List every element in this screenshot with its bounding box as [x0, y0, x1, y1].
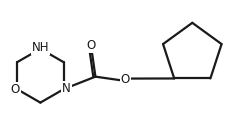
Text: O: O	[10, 83, 20, 96]
Text: N: N	[62, 82, 71, 95]
Text: NH: NH	[32, 41, 49, 54]
Text: O: O	[86, 39, 95, 52]
Text: O: O	[120, 73, 130, 86]
